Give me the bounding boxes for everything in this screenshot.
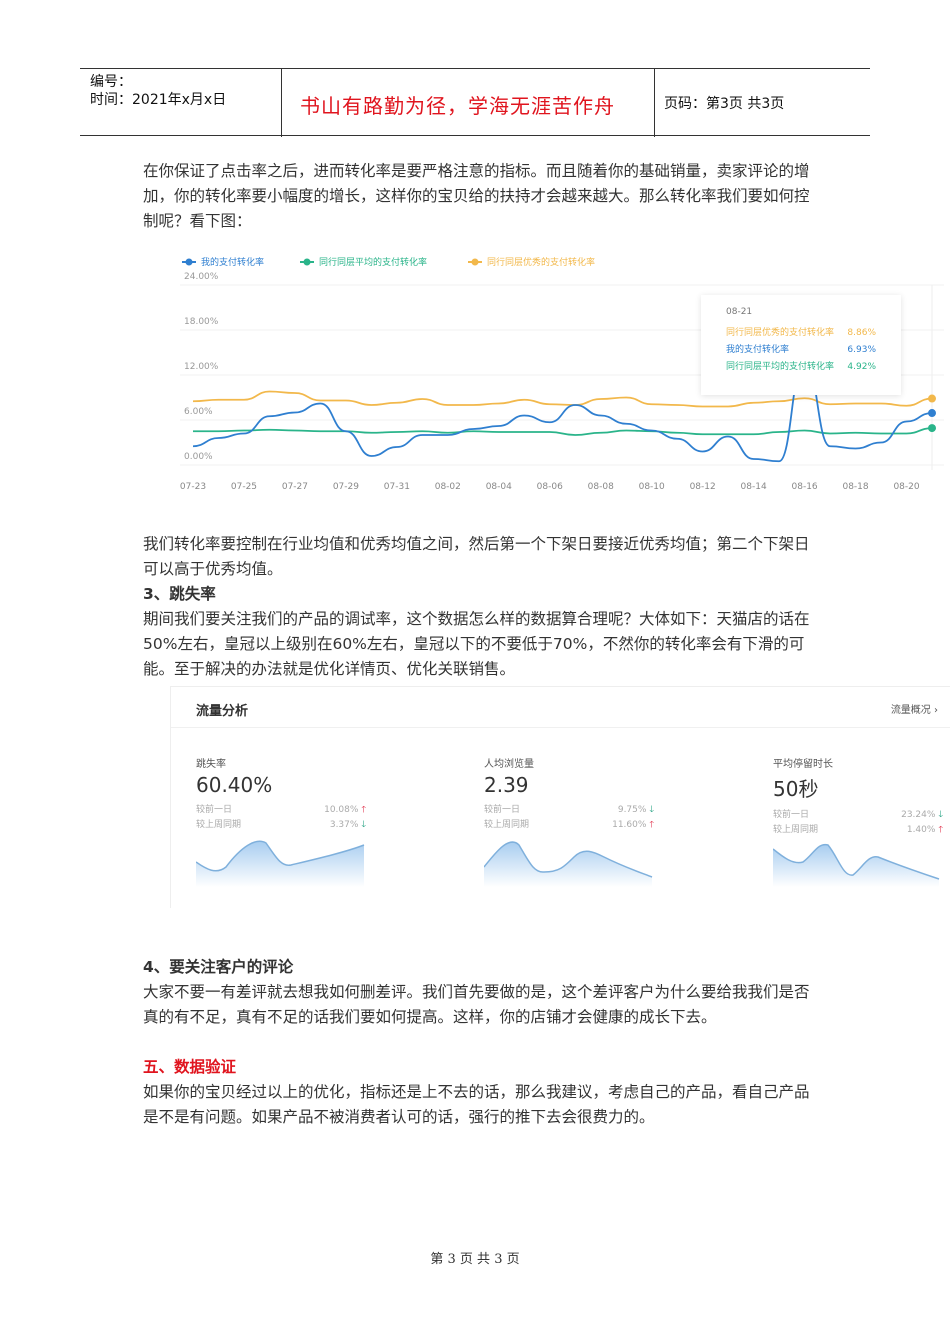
series-end-point (928, 409, 936, 418)
divider (281, 69, 282, 137)
metric-value: 2.39 (484, 773, 529, 797)
sparkline (773, 843, 940, 887)
page-header (80, 68, 870, 137)
x-tick-label: 08-08 (588, 482, 614, 492)
compare-label: 较上周同期 (484, 820, 530, 830)
y-tick-label: 0.00% (184, 452, 213, 462)
legend-marker (303, 258, 311, 266)
y-tick-label: 6.00% (184, 407, 213, 417)
paragraph: 期间我们要关注我们的产品的调试率，这个数据怎么样的数据算合理呢？大体如下：天猫店… (143, 610, 810, 678)
x-tick-label: 07-27 (282, 482, 308, 492)
x-tick-label: 08-02 (435, 482, 461, 492)
series-end-point (928, 424, 936, 433)
x-tick-label: 07-25 (231, 482, 257, 492)
chart-tooltip: 08-21 同行同层优秀的支付转化率 8.86% 我的支付转化率 6.93% 同行同层平… (701, 295, 901, 395)
tooltip-value: 6.93% (847, 345, 876, 355)
legend-marker (185, 258, 193, 266)
motto: 书山有路勤为径，学海无涯苦作舟 (300, 94, 615, 118)
panel-title: 流量分析 (196, 704, 249, 719)
metric-value: 50秒 (773, 777, 819, 801)
metric-card: 人均浏览量 2.39 较前一日 9.75% 🡓 较上周同期 11.60% 🡑 (484, 755, 654, 831)
legend-label: 我的支付转化率 (201, 256, 264, 268)
metric-card: 平均停留时长 50秒 较前一日 23.24% 🡓 较上周同期 1.40% 🡑 (773, 755, 943, 836)
x-tick-label: 08-16 (792, 482, 818, 492)
legend-label: 同行同层优秀的支付转化率 (487, 256, 595, 268)
compare-label: 较前一日 (773, 810, 810, 820)
x-tick-label: 08-12 (690, 482, 716, 492)
tooltip-series: 同行同层平均的支付转化率 (726, 362, 835, 372)
arrow-up-icon: 🡑 (649, 820, 654, 830)
tooltip-series: 同行同层优秀的支付转化率 (726, 328, 835, 338)
series-end-point (928, 394, 936, 403)
compare-value: 23.24% (901, 810, 936, 820)
tooltip-date: 08-21 (726, 307, 753, 317)
traffic-overview-link[interactable]: 流量概况 › (890, 705, 938, 716)
metric-card: 跳失率 60.40% 较前一日 10.08% 🡑 较上周同期 3.37% 🡓 (196, 755, 366, 831)
arrow-down-icon: 🡓 (361, 820, 366, 830)
compare-label: 较上周同期 (773, 825, 819, 835)
x-tick-label: 07-23 (180, 482, 206, 492)
compare-value: 3.37% (329, 820, 359, 830)
x-tick-label: 08-06 (537, 482, 563, 492)
compare-label: 较前一日 (196, 805, 233, 815)
arrow-up-icon: 🡑 (938, 825, 943, 835)
metric-label: 人均浏览量 (484, 759, 534, 770)
y-tick-label: 18.00% (184, 317, 219, 327)
x-tick-label: 08-18 (842, 482, 868, 492)
tooltip-row: 同行同层优秀的支付转化率 8.86% (726, 325, 876, 342)
paragraph: 如果你的宝贝经过以上的优化，指标还是上不去的话，那么我建议，考虑自己的产品，看自… (143, 1083, 810, 1126)
paragraph: 大家不要一有差评就去想我如何删差评。我们首先要做的是，这个差评客户为什么要给我我… (143, 983, 810, 1026)
x-tick-label: 08-14 (741, 482, 767, 492)
tooltip-value: 4.92% (847, 362, 876, 372)
page-label: 页码：第3页 共3页 (664, 96, 785, 112)
x-tick-label: 08-10 (639, 482, 665, 492)
tooltip-series: 我的支付转化率 (726, 345, 790, 355)
page-footer: 第 3 页 共 3 页 (430, 1252, 520, 1267)
date-label: 时间：2021年x月x日 (90, 92, 227, 108)
compare-value: 1.40% (906, 825, 936, 835)
x-tick-label: 08-20 (893, 482, 919, 492)
arrow-down-icon: 🡓 (938, 810, 943, 820)
series-line (192, 390, 933, 408)
x-tick-label: 08-04 (486, 482, 512, 492)
metric-label: 跳失率 (196, 759, 226, 770)
conversion-chart-svg: 0.00% 6.00% 12.00% 18.00% 24.00% 07-23 07-25 07… (180, 256, 944, 492)
legend-label: 同行同层平均的支付转化率 (319, 256, 427, 268)
series-line (193, 427, 933, 436)
y-tick-label: 24.00% (184, 272, 219, 282)
x-tick-label: 07-31 (384, 482, 410, 492)
tooltip-row: 我的支付转化率 6.93% (726, 342, 876, 359)
section-heading: 五、数据验证 (143, 1058, 237, 1076)
tooltip-row: 同行同层平均的支付转化率 4.92% (726, 359, 876, 376)
y-tick-label: 12.00% (184, 362, 219, 372)
arrow-down-icon: 🡓 (649, 805, 654, 815)
arrow-up-icon: 🡑 (361, 805, 366, 815)
traffic-panel: 流量分析 流量概况 › 跳失率 60.40% 较前一日 10.08% 🡑 较上周同… (170, 686, 950, 908)
sparkline (196, 840, 365, 887)
paragraph: 我们转化率要控制在行业均值和优秀均值之间，然后第一个下架日要接近优秀均值；第二个… (143, 535, 810, 578)
compare-label: 较前一日 (484, 805, 521, 815)
x-tick-label: 07-29 (333, 482, 359, 492)
divider (171, 727, 950, 728)
legend-marker (471, 258, 479, 266)
metric-value: 60.40% (196, 773, 273, 797)
compare-value: 11.60% (612, 820, 647, 830)
section-heading: 3、跳失率 (143, 585, 216, 603)
number-label: 编号： (90, 74, 132, 90)
metric-label: 平均停留时长 (773, 759, 833, 770)
compare-value: 10.08% (324, 805, 359, 815)
compare-value: 9.75% (617, 805, 647, 815)
compare-label: 较上周同期 (196, 820, 242, 830)
tooltip-value: 8.86% (847, 328, 876, 338)
paragraph: 在你保证了点击率之后，进而转化率是要严格注意的指标。而且随着你的基础销量，卖家评… (143, 162, 810, 230)
section-heading: 4、要关注客户的评论 (143, 958, 294, 976)
conversion-chart: 0.00% 6.00% 12.00% 18.00% 24.00% 07-23 07-25 07… (172, 245, 950, 505)
divider (654, 69, 655, 137)
sparkline (484, 841, 653, 887)
